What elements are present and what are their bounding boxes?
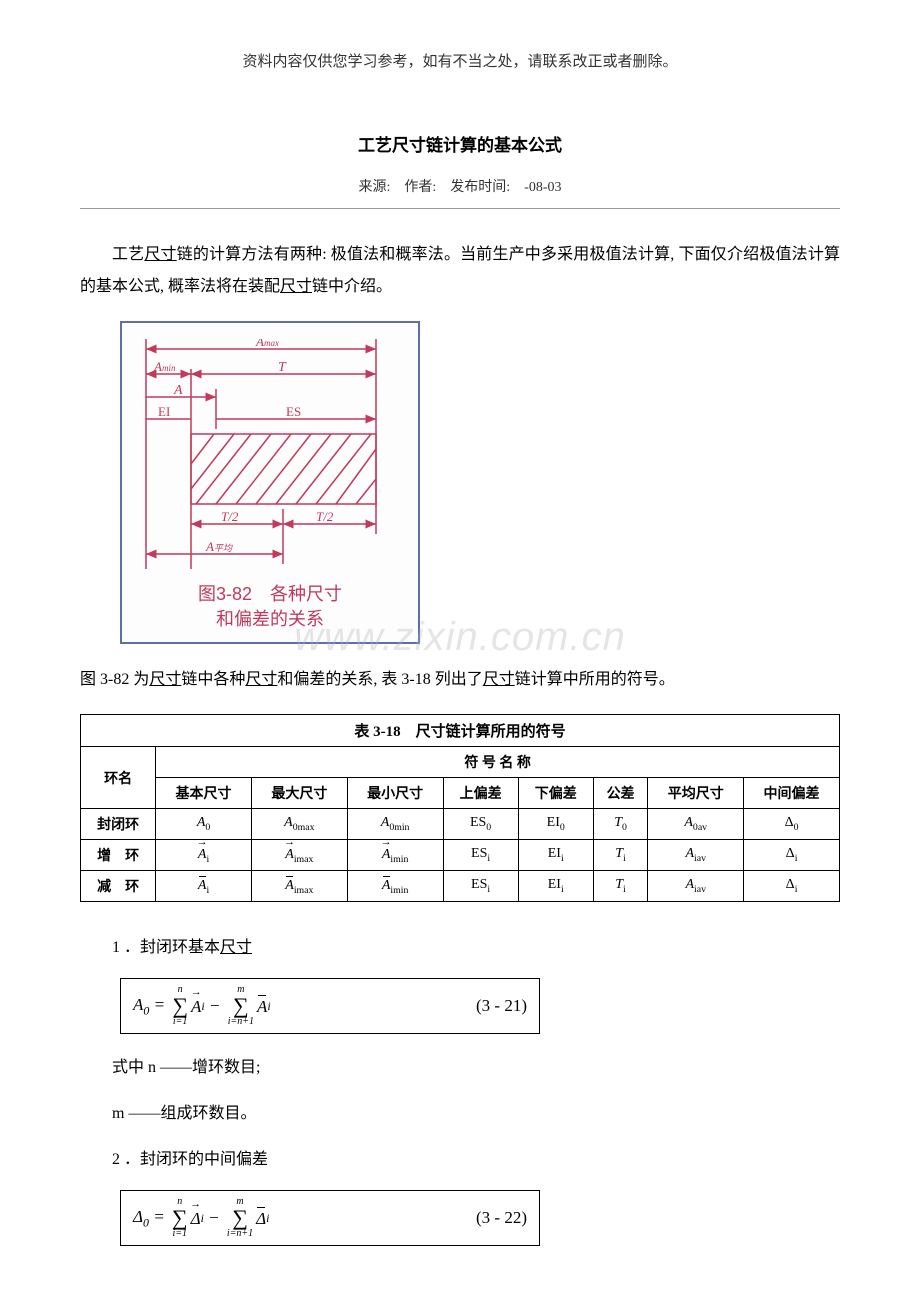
col-envname: 环名 xyxy=(81,747,156,809)
cell: A0min xyxy=(347,809,443,840)
p1-mid: 链的计算方法有两种: 极值法和概率法。当前生产中多采用极值法计算, 下面仅介绍极… xyxy=(80,246,840,295)
cell: Ai xyxy=(156,871,252,902)
p2-u1: 尺寸 xyxy=(149,671,181,688)
paragraph-2: 图 3-82 为尺寸链中各种尺寸和偏差的关系, 表 3-18 列出了尺寸链计算中… xyxy=(80,664,840,696)
p2-u3: 尺寸 xyxy=(483,671,515,688)
text-m: m ——组成环数目。 xyxy=(80,1098,840,1130)
table-col: 公差 xyxy=(593,778,648,809)
cell: Ti xyxy=(593,840,648,871)
cell: Δi xyxy=(744,871,840,902)
row-name: 增 环 xyxy=(81,840,156,871)
header-note: 资料内容仅供您学习参考，如有不当之处，请联系改正或者删除。 xyxy=(80,50,840,71)
table-col: 最大尺寸 xyxy=(251,778,347,809)
cell: Δ0 xyxy=(744,809,840,840)
cell: Ai xyxy=(156,840,252,871)
sec1-pre: 1 ．封闭环基本 xyxy=(112,939,220,956)
cell: T0 xyxy=(593,809,648,840)
table-col-headers: 基本尺寸 最大尺寸 最小尺寸 上偏差 下偏差 公差 平均尺寸 中间偏差 xyxy=(81,778,840,809)
table-col: 最小尺寸 xyxy=(347,778,443,809)
caption-l2: 和偏差的关系 xyxy=(216,609,324,629)
p2-pre: 图 3-82 为 xyxy=(80,671,149,688)
p2-end: 链计算中所用的符号。 xyxy=(515,671,675,688)
diagram-3-82: Amax Amin T A EI ES xyxy=(120,321,840,644)
table-col: 下偏差 xyxy=(518,778,593,809)
cell: A0max xyxy=(251,809,347,840)
dimension-diagram-svg: Amax Amin T A EI ES xyxy=(136,339,406,569)
cell: EI0 xyxy=(518,809,593,840)
p2-m2: 和偏差的关系, 表 3-18 列出了 xyxy=(277,671,482,688)
table-col: 基本尺寸 xyxy=(156,778,252,809)
formula-3-21: A0 = n∑i=1 Ai − m∑i=n+1 Ai (3 - 21) xyxy=(120,978,840,1034)
table-row: 减 环 Ai Aimax Aimin ESi EIi Ti Aiav Δi xyxy=(81,871,840,902)
col-symbol-header: 符 号 名 称 xyxy=(156,747,840,778)
doc-title: 工艺尺寸链计算的基本公式 xyxy=(80,131,840,156)
figure-caption: 图3-82 各种尺寸 和偏差的关系 xyxy=(136,582,404,632)
p2-u2: 尺寸 xyxy=(245,671,277,688)
cell: ES0 xyxy=(443,809,518,840)
cell: Aimin xyxy=(347,840,443,871)
eq-number: (3 - 21) xyxy=(476,996,527,1016)
cell: Aiav xyxy=(648,840,744,871)
doc-meta: 来源: 作者: 发布时间: -08-03 xyxy=(80,176,840,196)
svg-text:Amin: Amin xyxy=(153,359,176,374)
table-title: 表 3-18 尺寸链计算所用的符号 xyxy=(81,715,840,747)
svg-text:A: A xyxy=(173,383,183,398)
sec1-u: 尺寸 xyxy=(220,939,252,956)
svg-text:ES: ES xyxy=(286,404,301,419)
p1-end: 链中介绍。 xyxy=(312,278,392,295)
cell: Δi xyxy=(744,840,840,871)
cell: A0av xyxy=(648,809,744,840)
row-name: 减 环 xyxy=(81,871,156,902)
text-n: 式中 n ——增环数目; xyxy=(80,1052,840,1084)
svg-text:A平均: A平均 xyxy=(205,539,233,554)
row-name: 封闭环 xyxy=(81,809,156,840)
svg-text:Amax: Amax xyxy=(255,339,279,349)
cell: Aiav xyxy=(648,871,744,902)
paragraph-1: 工艺尺寸链的计算方法有两种: 极值法和概率法。当前生产中多采用极值法计算, 下面… xyxy=(80,239,840,303)
svg-text:T/2: T/2 xyxy=(316,509,334,524)
section-1-title: 1 ．封闭环基本尺寸 xyxy=(80,932,840,964)
cell: ESi xyxy=(443,871,518,902)
cell: A0 xyxy=(156,809,252,840)
cell: Aimin xyxy=(347,871,443,902)
p1-u1: 尺寸 xyxy=(144,246,176,263)
formula-3-22: Δ0 = n∑i=1 Δi − m∑i=n+1 Δi (3 - 22) xyxy=(120,1190,840,1246)
cell: Aimax xyxy=(251,840,347,871)
caption-prefix: 图3-82 xyxy=(198,584,270,604)
svg-text:T: T xyxy=(278,360,287,375)
formula-content: Δ0 = n∑i=1 Δi − m∑i=n+1 Δi xyxy=(133,1197,269,1239)
formula-content: A0 = n∑i=1 Ai − m∑i=n+1 Ai xyxy=(133,985,271,1027)
symbol-table: 表 3-18 尺寸链计算所用的符号 环名 符 号 名 称 基本尺寸 最大尺寸 最… xyxy=(80,714,840,902)
caption-l1: 各种尺寸 xyxy=(270,584,342,604)
cell: EIi xyxy=(518,871,593,902)
cell: Aimax xyxy=(251,871,347,902)
table-col: 平均尺寸 xyxy=(648,778,744,809)
p2-m1: 链中各种 xyxy=(181,671,245,688)
eq-number: (3 - 22) xyxy=(476,1208,527,1228)
table-row: 封闭环 A0 A0max A0min ES0 EI0 T0 A0av Δ0 xyxy=(81,809,840,840)
section-2-title: 2 ．封闭环的中间偏差 xyxy=(80,1144,840,1176)
cell: Ti xyxy=(593,871,648,902)
p1-u2: 尺寸 xyxy=(280,278,312,295)
symbol-table-wrap: 表 3-18 尺寸链计算所用的符号 环名 符 号 名 称 基本尺寸 最大尺寸 最… xyxy=(80,714,840,902)
p1-pre: 工艺 xyxy=(112,246,144,263)
table-row: 增 环 Ai Aimax Aimin ESi EIi Ti Aiav Δi xyxy=(81,840,840,871)
cell: EIi xyxy=(518,840,593,871)
table-col: 上偏差 xyxy=(443,778,518,809)
table-col: 中间偏差 xyxy=(744,778,840,809)
svg-text:EI: EI xyxy=(158,404,170,419)
cell: ESi xyxy=(443,840,518,871)
divider xyxy=(80,208,840,209)
svg-text:T/2: T/2 xyxy=(221,509,239,524)
